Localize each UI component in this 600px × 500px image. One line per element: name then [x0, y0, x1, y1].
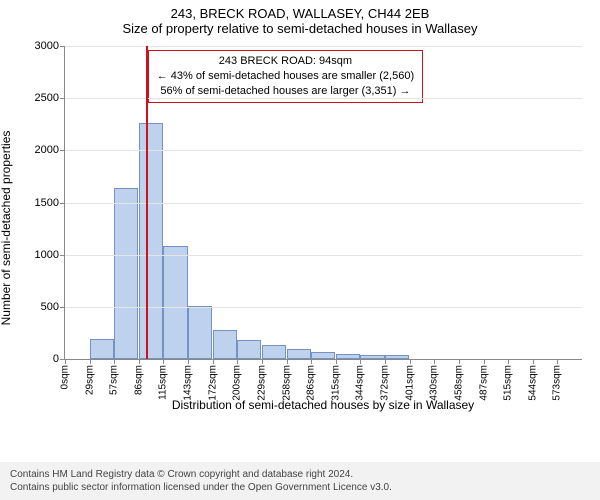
info-box: 243 BRECK ROAD: 94sqm ← 43% of semi-deta… [148, 50, 423, 103]
bar [90, 339, 114, 359]
x-tick-label: 573sqm [552, 365, 563, 401]
bar [188, 306, 212, 359]
x-tick-mark [65, 359, 66, 364]
bar [311, 352, 335, 359]
x-tick-label: 115sqm [158, 365, 169, 400]
y-axis-label: Number of semi-detached properties [0, 131, 13, 326]
x-tick-label: 515sqm [503, 365, 514, 401]
x-tick-label: 430sqm [429, 365, 440, 401]
x-tick-mark [90, 359, 91, 364]
x-tick-label: 487sqm [478, 365, 489, 401]
x-tick-label: 315sqm [330, 365, 341, 401]
chart-title: 243, BRECK ROAD, WALLASEY, CH44 2EB [10, 6, 590, 21]
gridline [65, 255, 582, 256]
x-tick-mark [557, 359, 558, 364]
info-line-3: 56% of semi-detached houses are larger (… [157, 84, 414, 99]
info-line-2: ← 43% of semi-detached houses are smalle… [157, 69, 414, 84]
x-tick-mark [114, 359, 115, 364]
y-tick-mark [60, 98, 65, 99]
x-tick-label: 0sqm [60, 365, 71, 389]
x-tick-mark [336, 359, 337, 364]
x-tick-mark [213, 359, 214, 364]
bar [360, 355, 384, 359]
legal-line-2: Contains public sector information licen… [10, 481, 590, 494]
x-tick-mark [360, 359, 361, 364]
plot-region: 243 BRECK ROAD: 94sqm ← 43% of semi-deta… [64, 46, 582, 360]
y-tick-mark [60, 150, 65, 151]
x-tick-label: 29sqm [84, 365, 95, 395]
gridline [65, 46, 582, 47]
bar [213, 330, 237, 359]
x-tick-mark [139, 359, 140, 364]
x-tick-mark [287, 359, 288, 364]
x-tick-mark [533, 359, 534, 364]
x-tick-label: 286sqm [306, 365, 317, 401]
x-tick-label: 143sqm [183, 365, 194, 401]
bar [139, 123, 163, 359]
gridline [65, 150, 582, 151]
bar [385, 355, 409, 359]
legal-line-1: Contains HM Land Registry data © Crown c… [10, 468, 590, 481]
x-tick-label: 172sqm [207, 365, 218, 401]
bar [287, 349, 311, 359]
bar [237, 340, 261, 359]
chart-area: Number of semi-detached properties 243 B… [10, 38, 590, 418]
x-tick-label: 86sqm [133, 365, 144, 395]
x-tick-mark [262, 359, 263, 364]
x-tick-label: 458sqm [453, 365, 464, 401]
bar [163, 246, 187, 359]
marker-line [146, 46, 148, 359]
x-axis-label: Distribution of semi-detached houses by … [64, 398, 582, 412]
bar [114, 188, 138, 359]
chart-subtitle: Size of property relative to semi-detach… [10, 21, 590, 36]
x-tick-label: 229sqm [256, 365, 267, 401]
x-tick-label: 544sqm [527, 365, 538, 401]
y-tick-mark [60, 46, 65, 47]
x-tick-mark [484, 359, 485, 364]
y-tick-mark [60, 307, 65, 308]
x-tick-mark [163, 359, 164, 364]
x-tick-mark [385, 359, 386, 364]
x-tick-label: 372sqm [380, 365, 391, 401]
bar [262, 345, 286, 359]
x-tick-mark [237, 359, 238, 364]
x-tick-label: 401sqm [404, 365, 415, 401]
x-tick-mark [410, 359, 411, 364]
x-tick-mark [188, 359, 189, 364]
x-tick-label: 57sqm [109, 365, 120, 395]
gridline [65, 98, 582, 99]
y-tick-mark [60, 203, 65, 204]
x-tick-mark [311, 359, 312, 364]
info-line-1: 243 BRECK ROAD: 94sqm [157, 54, 414, 69]
y-tick-mark [60, 255, 65, 256]
bar [336, 354, 360, 359]
figure-container: 243, BRECK ROAD, WALLASEY, CH44 2EB Size… [0, 0, 600, 500]
legal-footer: Contains HM Land Registry data © Crown c… [0, 462, 600, 500]
x-tick-mark [508, 359, 509, 364]
gridline [65, 203, 582, 204]
x-tick-label: 344sqm [355, 365, 366, 401]
x-tick-label: 258sqm [281, 365, 292, 401]
x-tick-label: 200sqm [232, 365, 243, 401]
x-tick-mark [434, 359, 435, 364]
gridline [65, 307, 582, 308]
x-tick-mark [459, 359, 460, 364]
